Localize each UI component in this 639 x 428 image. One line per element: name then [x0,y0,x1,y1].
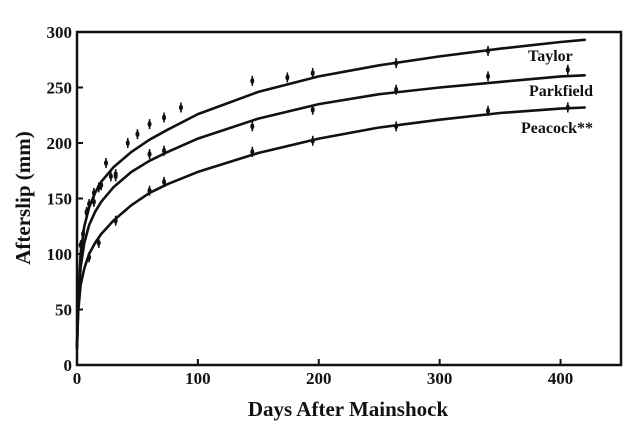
series-label-taylor: Taylor [528,48,573,65]
data-point-peacock [565,102,570,113]
data-point-parkfield [486,71,491,82]
axis-ticks: 0 100 200 300 400 0 50 100 150 200 250 300 [47,23,574,388]
data-point-peacock [486,105,491,116]
x-tick-label: 300 [427,369,453,388]
data-point-taylor [125,138,130,148]
data-point-parkfield [250,121,255,132]
x-tick-label: 0 [73,369,82,388]
data-point-peacock [113,215,118,226]
data-point-peacock [96,237,101,248]
data-point-taylor [250,75,255,86]
y-axis-title: Afterslip (mm) [11,131,35,265]
data-point-parkfield [394,84,399,95]
data-point-taylor [87,199,92,210]
data-point-taylor [486,45,491,56]
series-label-parkfield: Parkfield [529,83,593,100]
data-point-parkfield [113,169,118,180]
x-tick-label: 400 [548,369,574,388]
data-point-peacock [394,121,399,132]
series-line-taylor [75,38,587,350]
data-point-peacock [147,185,152,196]
y-tick-label: 300 [47,23,73,42]
data-point-taylor [135,129,140,140]
data-point-parkfield [84,206,89,217]
data-point-taylor [81,229,86,240]
plot-frame [75,30,623,367]
plot-border [75,30,623,367]
data-point-parkfield [310,104,315,115]
data-point-peacock [162,176,167,187]
y-tick-label: 200 [47,134,73,153]
y-tick-label: 50 [55,301,72,320]
data-markers [78,45,570,263]
data-point-taylor [91,187,96,198]
series-curves [75,38,587,350]
data-point-peacock [250,146,255,157]
data-point-peacock [87,252,92,263]
y-tick-label: 100 [47,245,73,264]
data-point-parkfield [108,171,113,182]
data-point-taylor [104,157,109,168]
y-tick-label: 250 [47,79,73,98]
y-tick-label: 0 [64,356,73,375]
x-tick-label: 200 [306,369,332,388]
data-point-taylor [310,68,315,79]
x-tick-label: 100 [185,369,211,388]
data-point-parkfield [162,145,167,156]
series-line-peacock [75,106,587,350]
data-point-parkfield [99,180,104,191]
y-tick-label: 150 [47,190,73,209]
data-point-peacock [310,135,315,146]
x-axis-title: Days After Mainshock [248,397,449,421]
data-point-taylor [394,58,399,69]
data-point-taylor [147,119,152,130]
data-point-parkfield [147,149,152,160]
series-line-parkfield [75,74,587,350]
data-point-taylor [285,72,290,83]
data-point-taylor [78,240,83,251]
data-point-taylor [178,102,183,113]
data-point-taylor [162,112,167,123]
series-label-peacock: Peacock** [521,120,593,137]
data-point-taylor [565,64,570,75]
data-point-parkfield [91,196,96,207]
